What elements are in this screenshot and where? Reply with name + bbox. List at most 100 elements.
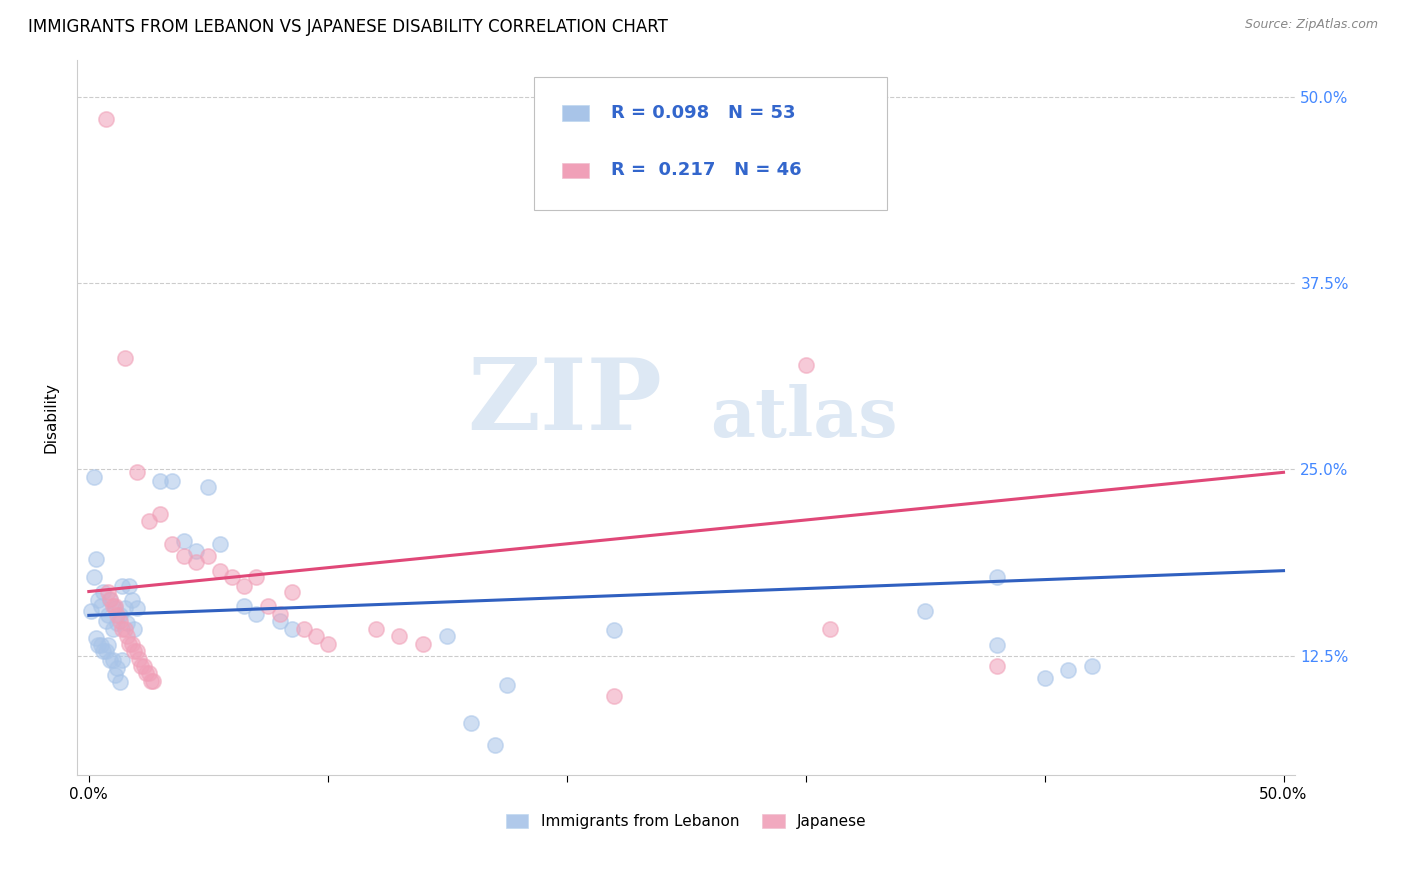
Point	[135, 666, 157, 681]
Point	[162, 537, 184, 551]
Point	[138, 515, 160, 529]
Point	[97, 608, 120, 623]
Point	[914, 604, 936, 618]
FancyBboxPatch shape	[562, 162, 589, 178]
Legend: Immigrants from Lebanon, Japanese: Immigrants from Lebanon, Japanese	[499, 808, 873, 835]
Text: R = 0.098   N = 53: R = 0.098 N = 53	[610, 104, 796, 122]
Point	[209, 564, 232, 578]
Point	[149, 475, 172, 489]
Point	[221, 569, 243, 583]
Point	[104, 599, 127, 614]
Point	[125, 601, 148, 615]
Point	[84, 631, 107, 645]
Point	[364, 622, 387, 636]
Point	[114, 622, 136, 636]
Point	[101, 653, 124, 667]
Point	[114, 351, 136, 365]
Point	[245, 607, 267, 621]
Point	[108, 675, 131, 690]
Y-axis label: Disability: Disability	[44, 382, 58, 452]
Point	[97, 638, 120, 652]
Point	[412, 637, 434, 651]
Point	[162, 475, 184, 489]
Point	[111, 578, 134, 592]
Point	[209, 537, 232, 551]
Point	[173, 533, 195, 548]
Point	[1033, 671, 1056, 685]
Point	[186, 555, 208, 569]
Point	[87, 593, 110, 607]
Point	[98, 653, 121, 667]
Point	[149, 507, 172, 521]
Point	[121, 637, 143, 651]
Point	[1057, 664, 1080, 678]
Point	[269, 607, 291, 621]
Point	[114, 601, 136, 615]
Point	[484, 738, 506, 752]
Point	[101, 622, 124, 636]
Point	[107, 615, 129, 630]
Point	[90, 638, 112, 652]
Point	[122, 622, 145, 636]
Point	[496, 678, 519, 692]
Point	[142, 673, 165, 688]
Point	[233, 599, 256, 614]
Point	[986, 659, 1008, 673]
Point	[87, 638, 110, 652]
Point	[108, 615, 131, 629]
FancyBboxPatch shape	[562, 105, 589, 121]
Point	[388, 629, 411, 643]
Point	[91, 644, 114, 658]
Point	[108, 608, 131, 623]
Point	[115, 615, 138, 630]
Point	[269, 615, 291, 629]
Point	[138, 666, 160, 681]
Point	[132, 659, 155, 673]
Point	[97, 584, 120, 599]
Point	[305, 629, 328, 643]
Text: atlas: atlas	[710, 384, 898, 450]
Point	[104, 601, 127, 615]
Point	[101, 599, 124, 614]
Point	[131, 659, 153, 673]
Point	[94, 644, 117, 658]
Point	[986, 638, 1008, 652]
Point	[197, 549, 219, 563]
Point	[173, 549, 195, 563]
Point	[84, 551, 107, 566]
Point	[986, 569, 1008, 583]
FancyBboxPatch shape	[534, 78, 887, 210]
Point	[128, 651, 150, 665]
Point	[233, 578, 256, 592]
Point	[118, 578, 141, 592]
Point	[80, 604, 103, 618]
Point	[460, 715, 482, 730]
Point	[104, 668, 127, 682]
Point	[91, 584, 114, 599]
Point	[83, 470, 105, 484]
Point	[125, 466, 148, 480]
Point	[436, 629, 458, 643]
Point	[245, 569, 267, 583]
Point	[107, 608, 129, 623]
Point	[122, 644, 145, 658]
Point	[98, 591, 121, 606]
Point	[197, 480, 219, 494]
Point	[281, 622, 304, 636]
Point	[257, 599, 280, 614]
Point	[107, 660, 129, 674]
Point	[603, 689, 626, 703]
Point	[90, 599, 112, 614]
Point	[98, 593, 121, 607]
Point	[118, 637, 141, 651]
Point	[818, 622, 841, 636]
Point	[83, 569, 105, 583]
Point	[121, 593, 143, 607]
Point	[94, 112, 117, 127]
Text: ZIP: ZIP	[467, 354, 662, 451]
Point	[186, 544, 208, 558]
Text: R =  0.217   N = 46: R = 0.217 N = 46	[610, 161, 801, 179]
Point	[292, 622, 315, 636]
Point	[281, 584, 304, 599]
Point	[111, 622, 134, 636]
